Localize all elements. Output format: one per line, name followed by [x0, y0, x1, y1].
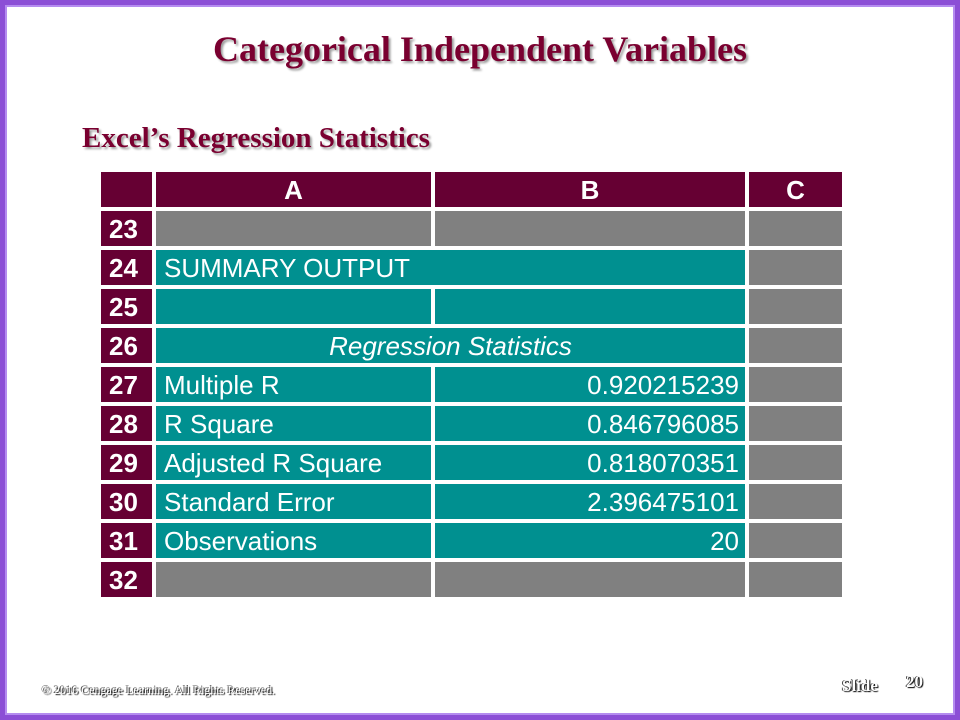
column-header-c[interactable]: C — [747, 170, 844, 209]
cell-c25[interactable] — [747, 287, 844, 326]
table-row: 32 — [99, 560, 844, 599]
copyright-notice: © 2016 Cengage Learning. All Rights Rese… — [42, 683, 276, 697]
cell-c28[interactable] — [747, 404, 844, 443]
column-header-a[interactable]: A — [154, 170, 433, 209]
column-header-b[interactable]: B — [433, 170, 747, 209]
row-header[interactable]: 32 — [99, 560, 154, 599]
cell-c23[interactable] — [747, 209, 844, 248]
cell-c27[interactable] — [747, 365, 844, 404]
spreadsheet: A B C 23 24 SUMMARY OUTPUT 25 26 Regress… — [99, 170, 844, 599]
cell-c32[interactable] — [747, 560, 844, 599]
table-row: 25 — [99, 287, 844, 326]
cell-label[interactable]: Adjusted R Square — [154, 443, 433, 482]
table-row: 27 Multiple R 0.920215239 — [99, 365, 844, 404]
slide-number: 20 — [906, 672, 923, 691]
row-header[interactable]: 24 — [99, 248, 154, 287]
cell-c26[interactable] — [747, 326, 844, 365]
table-row: 31 Observations 20 — [99, 521, 844, 560]
row-header[interactable]: 31 — [99, 521, 154, 560]
row-header[interactable]: 23 — [99, 209, 154, 248]
table-row: 28 R Square 0.846796085 — [99, 404, 844, 443]
cell-c30[interactable] — [747, 482, 844, 521]
cell-c29[interactable] — [747, 443, 844, 482]
cell-b23[interactable] — [433, 209, 747, 248]
cell-a32[interactable] — [154, 560, 433, 599]
cell-label[interactable]: Multiple R — [154, 365, 433, 404]
cell-summary-output[interactable]: SUMMARY OUTPUT — [154, 248, 747, 287]
row-header[interactable]: 26 — [99, 326, 154, 365]
cell-value[interactable]: 0.818070351 — [433, 443, 747, 482]
cell-value[interactable]: 2.396475101 — [433, 482, 747, 521]
cell-a25[interactable] — [154, 287, 433, 326]
table-row: 26 Regression Statistics — [99, 326, 844, 365]
row-header[interactable]: 27 — [99, 365, 154, 404]
row-header[interactable]: 25 — [99, 287, 154, 326]
cell-value[interactable]: 0.920215239 — [433, 365, 747, 404]
row-header[interactable]: 28 — [99, 404, 154, 443]
cell-b32[interactable] — [433, 560, 747, 599]
cell-a23[interactable] — [154, 209, 433, 248]
slide-label: Slide — [842, 676, 878, 695]
cell-value[interactable]: 0.846796085 — [433, 404, 747, 443]
column-header-row: A B C — [99, 170, 844, 209]
row-header[interactable]: 30 — [99, 482, 154, 521]
cell-b25[interactable] — [433, 287, 747, 326]
cell-c24[interactable] — [747, 248, 844, 287]
cell-regression-statistics[interactable]: Regression Statistics — [154, 326, 747, 365]
table-row: 24 SUMMARY OUTPUT — [99, 248, 844, 287]
slide-subtitle: Excel’s Regression Statistics — [82, 122, 430, 154]
table-row: 23 — [99, 209, 844, 248]
cell-label[interactable]: Observations — [154, 521, 433, 560]
table-row: 30 Standard Error 2.396475101 — [99, 482, 844, 521]
cell-value[interactable]: 20 — [433, 521, 747, 560]
cell-c31[interactable] — [747, 521, 844, 560]
select-all-corner[interactable] — [99, 170, 154, 209]
row-header[interactable]: 29 — [99, 443, 154, 482]
table-row: 29 Adjusted R Square 0.818070351 — [99, 443, 844, 482]
cell-label[interactable]: R Square — [154, 404, 433, 443]
slide-title: Categorical Independent Variables — [212, 29, 748, 69]
cell-label[interactable]: Standard Error — [154, 482, 433, 521]
